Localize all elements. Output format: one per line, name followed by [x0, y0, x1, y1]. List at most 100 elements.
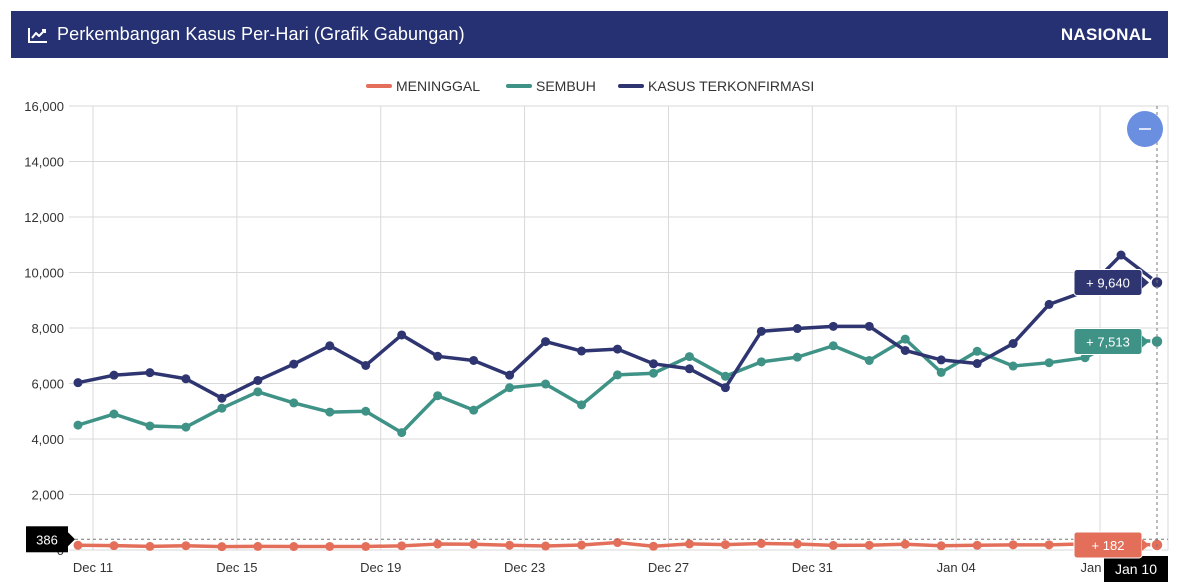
data-point[interactable] — [73, 420, 83, 430]
data-point[interactable] — [792, 352, 802, 362]
data-point[interactable] — [253, 541, 263, 551]
data-point[interactable] — [577, 540, 587, 550]
data-point[interactable] — [397, 428, 407, 438]
data-point[interactable] — [109, 370, 119, 380]
x-tick-label: Dec 15 — [216, 560, 257, 575]
data-point[interactable] — [972, 540, 982, 550]
data-point[interactable] — [253, 387, 263, 397]
y-tick-label: 16,000 — [24, 99, 64, 114]
data-point[interactable] — [828, 540, 838, 550]
data-point[interactable] — [864, 321, 874, 331]
crosshair-x-readout-box — [1104, 556, 1168, 582]
zoom-out-button[interactable] — [1127, 111, 1163, 147]
data-point[interactable] — [325, 407, 335, 417]
data-point[interactable] — [73, 378, 83, 388]
data-point[interactable] — [720, 540, 730, 550]
data-point[interactable] — [720, 383, 730, 393]
data-point[interactable] — [145, 541, 155, 551]
data-point[interactable] — [972, 359, 982, 369]
data-point[interactable] — [864, 355, 874, 365]
data-point[interactable] — [145, 421, 155, 431]
data-point[interactable] — [433, 391, 443, 401]
data-point[interactable] — [109, 409, 119, 419]
data-point[interactable] — [577, 400, 587, 410]
data-point[interactable] — [720, 371, 730, 381]
data-point[interactable] — [325, 341, 335, 351]
data-point[interactable] — [936, 367, 946, 377]
data-point[interactable] — [684, 539, 694, 549]
legend-item-meninggal[interactable]: MENINGGAL — [366, 78, 480, 94]
data-point[interactable] — [577, 346, 587, 356]
chart-area: 02,0004,0006,0008,00010,00012,00014,0001… — [0, 58, 1178, 582]
data-point[interactable] — [289, 398, 299, 408]
data-point[interactable] — [648, 359, 658, 369]
data-point[interactable] — [469, 405, 479, 415]
legend-item-sembuh[interactable]: SEMBUH — [506, 78, 596, 94]
data-point[interactable] — [1008, 540, 1018, 550]
data-point[interactable] — [289, 542, 299, 552]
data-point[interactable] — [541, 379, 551, 389]
data-point[interactable] — [864, 540, 874, 550]
data-point[interactable] — [756, 326, 766, 336]
data-point[interactable] — [433, 351, 443, 361]
data-point[interactable] — [505, 370, 515, 380]
legend-label: MENINGGAL — [396, 78, 480, 94]
data-point[interactable] — [217, 393, 227, 403]
data-point[interactable] — [613, 370, 622, 380]
data-point[interactable] — [1008, 361, 1018, 371]
data-point[interactable] — [289, 359, 299, 369]
data-point[interactable] — [613, 538, 622, 548]
data-point[interactable] — [469, 355, 479, 365]
data-point[interactable] — [900, 539, 910, 549]
data-point[interactable] — [253, 375, 263, 385]
data-point[interactable] — [828, 321, 838, 331]
data-point[interactable] — [397, 330, 407, 340]
data-point[interactable] — [109, 541, 119, 551]
data-point[interactable] — [936, 355, 946, 365]
data-point[interactable] — [217, 542, 227, 552]
data-point[interactable] — [792, 539, 802, 549]
data-point[interactable] — [397, 541, 407, 551]
data-point[interactable] — [684, 352, 694, 362]
data-point[interactable] — [792, 324, 802, 334]
data-point[interactable] — [541, 337, 551, 347]
data-point[interactable] — [648, 541, 658, 551]
data-point[interactable] — [756, 538, 766, 548]
data-point[interactable] — [181, 422, 191, 432]
legend-item-kasus-terkonfirmasi[interactable]: KASUS TERKONFIRMASI — [618, 78, 814, 94]
data-point[interactable] — [469, 539, 479, 549]
data-point[interactable] — [505, 383, 515, 393]
data-point[interactable] — [684, 364, 694, 374]
data-point[interactable] — [433, 539, 443, 549]
data-point[interactable] — [181, 541, 191, 551]
data-point[interactable] — [613, 344, 622, 354]
data-point[interactable] — [73, 540, 83, 550]
data-point[interactable] — [756, 357, 766, 367]
y-tick-label: 10,000 — [24, 266, 64, 281]
data-point[interactable] — [1044, 299, 1054, 309]
x-tick-label: Dec 11 — [73, 560, 113, 575]
data-point[interactable] — [361, 541, 371, 551]
y-tick-label: 8,000 — [31, 321, 64, 336]
data-point[interactable] — [361, 406, 371, 416]
x-tick-label: Jan 04 — [937, 560, 976, 575]
data-point[interactable] — [1008, 339, 1018, 349]
data-point[interactable] — [361, 360, 371, 370]
data-point[interactable] — [900, 345, 910, 355]
data-point[interactable] — [505, 540, 515, 550]
data-point[interactable] — [936, 541, 946, 551]
data-point[interactable] — [217, 403, 227, 413]
data-point[interactable] — [900, 334, 910, 344]
data-point[interactable] — [972, 346, 982, 356]
data-point[interactable] — [1044, 540, 1054, 550]
data-point[interactable] — [181, 374, 191, 384]
data-point[interactable] — [145, 368, 155, 378]
legend-label: SEMBUH — [536, 78, 596, 94]
data-point[interactable] — [1080, 353, 1090, 363]
data-point[interactable] — [828, 341, 838, 351]
data-point[interactable] — [648, 368, 658, 378]
data-point[interactable] — [325, 541, 335, 551]
data-point[interactable] — [541, 541, 551, 551]
data-point[interactable] — [1116, 250, 1126, 260]
data-point[interactable] — [1044, 358, 1054, 368]
